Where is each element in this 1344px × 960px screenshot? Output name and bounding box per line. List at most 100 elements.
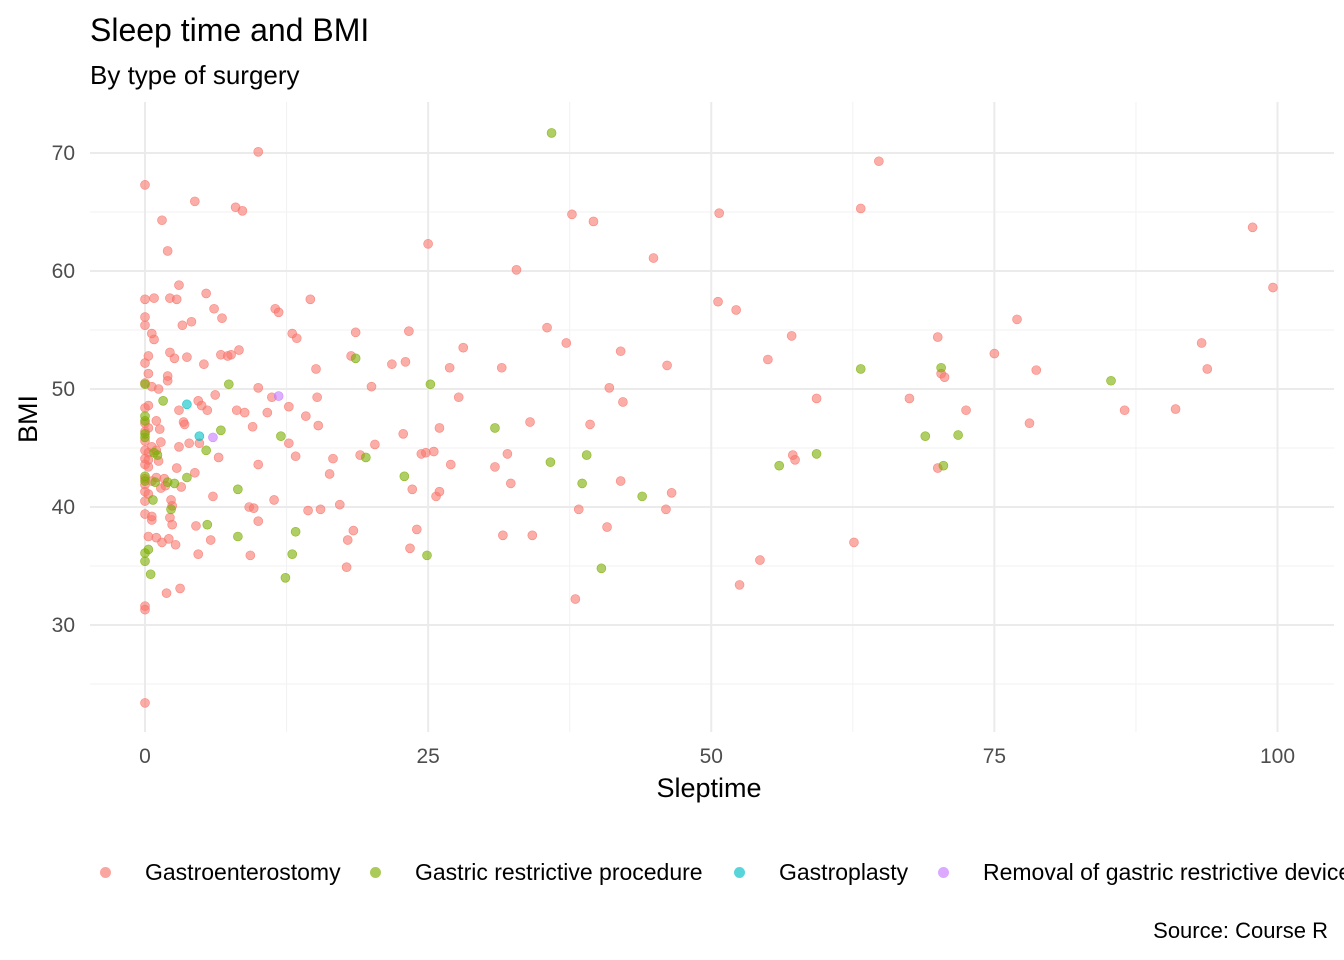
data-point xyxy=(162,246,173,256)
data-point xyxy=(202,519,213,530)
data-point xyxy=(145,569,156,580)
chart-title: Sleep time and BMI xyxy=(90,12,370,48)
data-point xyxy=(143,400,154,411)
data-point xyxy=(305,294,316,305)
data-point xyxy=(191,521,201,531)
data-point xyxy=(315,504,326,515)
data-point xyxy=(174,405,184,416)
legend-key xyxy=(370,866,381,878)
x-tick-label: 50 xyxy=(700,745,723,768)
data-point xyxy=(158,395,168,406)
data-point xyxy=(370,439,380,450)
data-point xyxy=(273,391,284,401)
data-point xyxy=(434,423,445,433)
data-point xyxy=(163,534,174,544)
data-point xyxy=(786,331,797,341)
data-point xyxy=(210,390,221,400)
data-point xyxy=(182,352,192,362)
x-tick-labels: 0 25 50 75 100 xyxy=(139,745,1295,768)
data-point xyxy=(233,484,243,495)
data-point xyxy=(287,549,298,560)
data-point xyxy=(143,544,154,555)
data-point xyxy=(170,539,181,550)
data-point xyxy=(205,535,216,545)
data-point xyxy=(421,447,431,458)
data-point xyxy=(637,491,647,502)
data-point xyxy=(755,555,765,565)
data-point xyxy=(527,530,538,541)
legend-item: Gastric restrictive procedure xyxy=(370,854,703,890)
chart-subtitle: By type of surgery xyxy=(90,60,300,90)
data-point xyxy=(280,572,291,583)
data-point xyxy=(290,526,301,537)
data-point xyxy=(546,128,557,138)
data-point xyxy=(350,327,361,338)
data-point xyxy=(932,332,943,342)
data-point xyxy=(361,452,371,463)
data-point xyxy=(366,381,377,392)
data-point xyxy=(184,438,194,449)
data-point xyxy=(201,445,211,456)
data-point xyxy=(920,431,931,442)
data-point xyxy=(217,313,227,324)
data-point xyxy=(239,407,250,418)
data-point xyxy=(490,423,500,433)
data-point xyxy=(666,488,677,498)
data-point xyxy=(405,543,415,554)
data-point xyxy=(169,478,180,489)
data-point xyxy=(458,342,469,353)
data-point xyxy=(811,449,822,459)
data-point xyxy=(175,583,185,594)
data-point xyxy=(811,393,822,404)
data-point xyxy=(150,477,160,488)
data-point xyxy=(445,459,456,470)
data-point xyxy=(284,401,294,412)
legend: Gastroenterostomy Gastric restrictive pro… xyxy=(0,854,1344,894)
data-point xyxy=(713,296,723,307)
data-point xyxy=(253,147,264,157)
data-point xyxy=(423,239,433,249)
data-point xyxy=(425,379,436,390)
data-point xyxy=(411,524,422,535)
data-point xyxy=(502,449,513,459)
data-point xyxy=(490,462,500,472)
data-point xyxy=(153,384,164,394)
data-point xyxy=(262,407,273,418)
data-point xyxy=(1119,405,1130,416)
data-point xyxy=(350,353,361,364)
data-point xyxy=(174,442,184,452)
data-point xyxy=(348,525,359,536)
data-point xyxy=(341,562,352,572)
data-point xyxy=(604,383,615,393)
data-point xyxy=(208,432,218,443)
data-point xyxy=(545,457,556,467)
x-tick-label: 75 xyxy=(983,745,1006,768)
data-point xyxy=(648,253,659,263)
data-point xyxy=(387,359,397,370)
data-point xyxy=(342,535,353,545)
data-point xyxy=(1031,365,1042,375)
y-tick-label: 40 xyxy=(52,496,75,519)
data-point xyxy=(615,346,626,357)
data-point xyxy=(407,484,418,495)
data-point xyxy=(140,476,150,486)
data-point xyxy=(596,563,607,574)
data-point xyxy=(577,478,587,489)
data-point xyxy=(904,393,915,404)
data-point xyxy=(143,462,154,472)
data-point xyxy=(1247,222,1258,233)
y-tick-label: 70 xyxy=(52,142,75,165)
data-point xyxy=(253,383,264,393)
data-point xyxy=(311,364,321,374)
x-tick-label: 25 xyxy=(416,745,439,768)
data-point xyxy=(1024,418,1035,429)
data-point xyxy=(253,459,264,470)
data-point xyxy=(174,280,184,290)
data-point xyxy=(177,320,188,331)
x-tick-label: 0 xyxy=(139,745,151,768)
data-point xyxy=(167,519,177,530)
data-point xyxy=(291,333,302,344)
data-point xyxy=(615,476,626,486)
data-point xyxy=(216,425,226,436)
data-point xyxy=(398,429,409,439)
